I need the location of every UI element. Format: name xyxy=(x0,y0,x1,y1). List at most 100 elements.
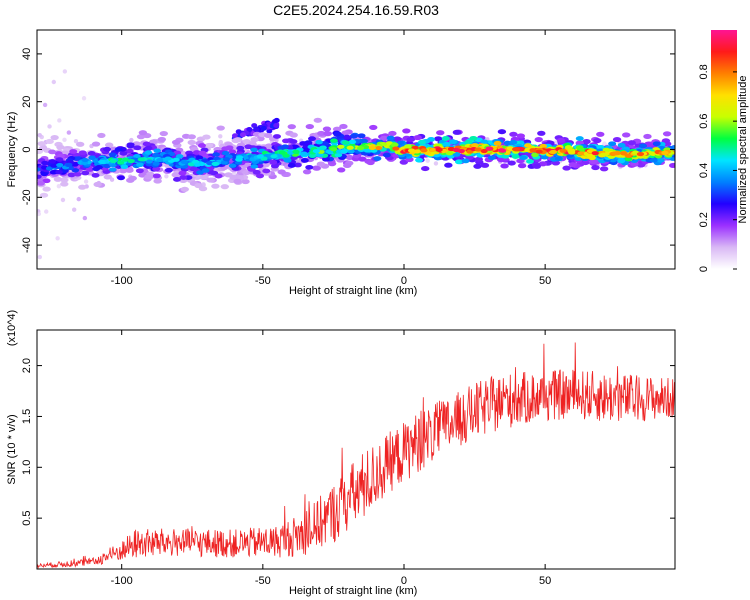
spectrogram-cell xyxy=(373,156,382,161)
spectrogram-cell xyxy=(300,158,309,163)
plot-background xyxy=(37,330,675,569)
spectrogram-cell xyxy=(334,152,343,158)
spectrogram-cell xyxy=(65,162,73,167)
plot-frame xyxy=(36,329,676,570)
spectrogram-cell xyxy=(316,161,326,167)
spectrogram-cell xyxy=(133,154,141,159)
spectrogram-cell xyxy=(474,147,482,152)
spectrogram-cell xyxy=(627,140,636,146)
spectrogram-cell xyxy=(611,151,619,156)
spectrogram-cell xyxy=(225,145,234,151)
spectrogram-cell xyxy=(73,138,79,144)
spectrogram-cell xyxy=(60,181,69,187)
spectrogram-cell xyxy=(500,163,509,169)
spectrogram-cell xyxy=(464,139,473,145)
spectrogram-cell xyxy=(589,159,598,165)
spectrogram-cell xyxy=(602,141,607,146)
spectrogram-cell xyxy=(109,158,117,164)
spectrogram-cell xyxy=(575,136,584,141)
spectrogram-cell xyxy=(60,177,69,183)
spectrogram-cell xyxy=(330,138,338,143)
spectrogram-cell xyxy=(612,136,622,143)
spectrogram-cell xyxy=(119,150,128,156)
spectrogram-cell xyxy=(341,140,350,145)
spectrogram-cell xyxy=(452,129,462,135)
spectrogram-cell xyxy=(339,123,348,130)
spectrogram-cell xyxy=(407,148,416,153)
spectrogram-cell xyxy=(272,134,281,139)
spectrogram-cell xyxy=(322,126,332,132)
spectrogram-cell xyxy=(369,124,378,130)
spectrogram-cell xyxy=(49,170,58,175)
x-tick-label: -100 xyxy=(111,575,133,587)
spectrogram-cell xyxy=(624,156,633,162)
spectrogram-cell xyxy=(599,166,609,172)
spectrogram-cell xyxy=(556,137,566,144)
spectrogram-cell xyxy=(348,139,357,145)
spectrogram-cell xyxy=(220,184,230,190)
spectrogram-cell xyxy=(137,157,145,162)
spectrogram-cell xyxy=(485,146,493,151)
spectrogram-cell xyxy=(392,136,402,142)
spectrogram-cell xyxy=(519,155,528,161)
spectrogram-cell xyxy=(37,141,46,147)
spectrogram-cell xyxy=(55,169,63,175)
spectrogram-cell xyxy=(171,139,181,145)
colorbar-tick-label: 0.4 xyxy=(698,163,710,178)
spectrogram-cell xyxy=(417,139,426,145)
spectrogram-cell xyxy=(62,137,67,143)
spectrogram-cell xyxy=(366,159,375,166)
spectrogram-cell xyxy=(471,143,479,148)
x-tick-label: 50 xyxy=(539,275,551,287)
spectrogram-cell xyxy=(93,181,102,187)
spectrogram-cell xyxy=(312,149,320,154)
spectrogram-cell xyxy=(153,148,162,153)
spectrogram-cell xyxy=(497,148,506,153)
spectrogram-cell xyxy=(532,163,542,169)
spectrogram-cell xyxy=(269,159,278,165)
spectrogram-cell xyxy=(480,139,489,145)
spectrogram-cell xyxy=(582,138,591,145)
spectrogram-cell xyxy=(277,169,286,175)
spectrogram-cell xyxy=(222,157,231,162)
spectrogram-cell xyxy=(278,150,286,155)
spectrogram-cell xyxy=(415,157,424,163)
spectrogram-cell xyxy=(593,137,602,144)
spectrogram-cell xyxy=(231,133,238,139)
spectrogram-cell xyxy=(228,163,237,168)
spectrogram-cell xyxy=(469,135,478,141)
spectrogram-cell xyxy=(129,137,134,143)
spectrogram-cell xyxy=(114,147,123,152)
spectrogram-cell xyxy=(48,149,57,155)
spectrogram-cell xyxy=(67,172,76,178)
spectrogram-cell xyxy=(214,173,223,179)
spectrogram-cell xyxy=(526,159,535,164)
spectrogram-cell xyxy=(509,140,518,145)
spectrogram-cell xyxy=(236,145,245,151)
spectrogram-cell xyxy=(337,167,346,173)
spectrogram-cell xyxy=(289,132,298,138)
spectrogram-cell xyxy=(66,130,72,135)
spectrogram-cell xyxy=(262,168,271,174)
spectrogram-cell xyxy=(229,174,238,180)
spectrogram-cell xyxy=(621,132,631,138)
spectrogram-cell xyxy=(78,150,87,156)
spectrogram-cell xyxy=(273,122,280,128)
spectrogram-cell xyxy=(103,146,112,152)
spectrogram-cell xyxy=(81,96,87,101)
spectrogram-cell xyxy=(250,147,258,153)
spectrogram-cell xyxy=(196,170,204,175)
spectrogram-cell xyxy=(624,153,632,158)
spectrogram-cell xyxy=(608,141,617,147)
spectrogram-cell xyxy=(517,163,527,169)
spectrogram-cell xyxy=(71,168,80,173)
spectrogram-cell xyxy=(127,158,135,164)
colorbar-gradient xyxy=(711,30,737,269)
spectrogram-cell xyxy=(180,159,188,164)
spectrogram-cell xyxy=(37,254,43,260)
spectrogram-cell xyxy=(537,130,546,136)
spectrogram-cell xyxy=(638,143,647,149)
y-axis-title: Frequency (Hz) xyxy=(6,112,18,188)
spectrogram-cell xyxy=(252,169,261,175)
spectrogram-cell xyxy=(136,134,146,140)
